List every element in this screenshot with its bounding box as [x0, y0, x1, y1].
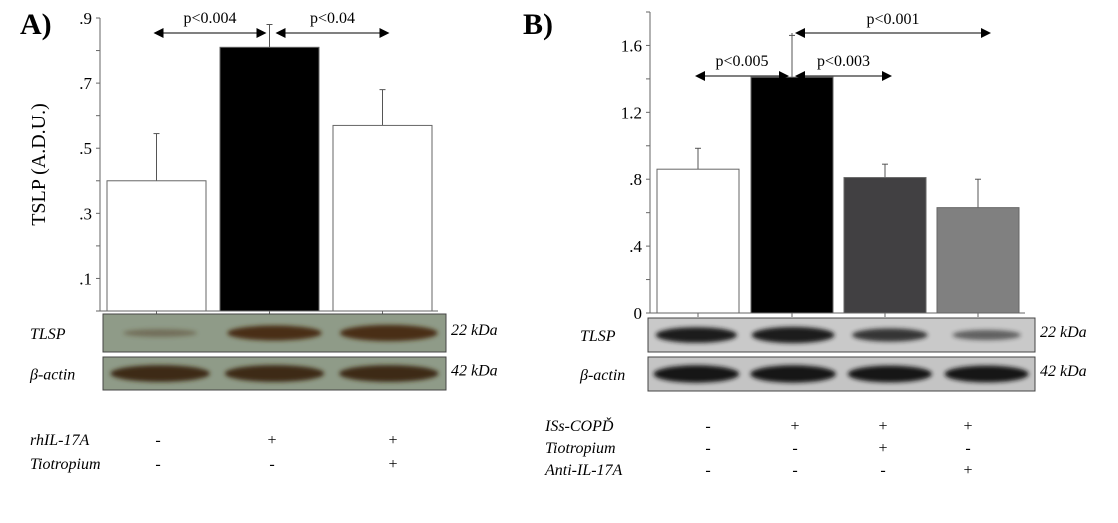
tslp-blot	[647, 317, 1036, 353]
treatment-plus: +	[267, 432, 276, 449]
p-value-label: p<0.003	[817, 53, 870, 70]
treatment-minus: -	[792, 462, 797, 479]
y-tick-label: 0	[634, 304, 643, 323]
blot-band	[339, 324, 438, 342]
treatment-plus: +	[388, 432, 397, 449]
blot-band	[751, 326, 835, 344]
treatment-minus: -	[880, 462, 885, 479]
treatment-plus: +	[963, 462, 972, 479]
treatment-minus: -	[965, 440, 970, 457]
panel-b: B) 0 .4 .8 1.2 1.6 p<0.005 p<0.003 p<0.001 TLSP 22…	[523, 8, 1087, 479]
panel-label: B)	[523, 8, 553, 41]
y-tick-label: .8	[629, 170, 642, 189]
blot-band	[227, 325, 322, 341]
panel-a: A) TSLP (A.D.U.) .1 .3 .5 .7 .9 p<0.004 p<0.04 TL…	[20, 8, 498, 473]
blot-band	[224, 365, 325, 382]
treatment-label: ISs-COPĎ	[544, 416, 614, 435]
blot-band	[847, 365, 932, 383]
treatment-plus: +	[388, 456, 397, 473]
y-tick-label: .5	[79, 139, 92, 158]
y-tick-label: 1.2	[621, 103, 642, 122]
bar	[219, 46, 320, 312]
treatment-minus: -	[155, 432, 160, 449]
treatment-minus: -	[792, 440, 797, 457]
tslp-blot	[102, 313, 447, 353]
y-tick-label: 1.6	[621, 36, 642, 55]
blot-band	[655, 327, 738, 343]
blot-band	[123, 329, 198, 337]
blot-band	[110, 365, 210, 382]
molecular-weight-label: 42 kDa	[1040, 363, 1087, 380]
molecular-weight-label: 22 kDa	[1040, 324, 1087, 341]
bar	[936, 207, 1020, 314]
bar	[106, 180, 207, 312]
bar	[332, 124, 433, 312]
treatment-label: Tiotropium	[30, 456, 101, 473]
y-tick-label: .1	[79, 269, 92, 288]
blot-label: β-actin	[29, 367, 75, 384]
blot-band	[339, 365, 439, 382]
p-value-label: p<0.004	[183, 10, 236, 27]
blot-band	[852, 328, 928, 342]
treatment-plus: +	[963, 418, 972, 435]
molecular-weight-label: 42 kDa	[451, 363, 498, 380]
y-axis-label: TSLP (A.D.U.)	[28, 103, 50, 226]
bar	[843, 177, 927, 314]
p-value-label: p<0.001	[866, 11, 919, 28]
y-tick-label: .4	[629, 237, 642, 256]
treatment-minus: -	[155, 456, 160, 473]
beta-actin-blot	[647, 356, 1036, 392]
panel-label: A)	[20, 8, 52, 41]
blot-band	[952, 329, 1021, 341]
blot-band	[944, 365, 1029, 383]
blot-label: TLSP	[580, 328, 616, 345]
treatment-minus: -	[705, 462, 710, 479]
bar	[750, 76, 834, 314]
treatment-minus: -	[705, 418, 710, 435]
blot-label: TLSP	[30, 326, 66, 343]
treatment-minus: -	[705, 440, 710, 457]
p-value-label: p<0.04	[310, 10, 355, 27]
treatment-plus: +	[878, 418, 887, 435]
p-value-label: p<0.005	[715, 53, 768, 70]
y-tick-label: .3	[79, 204, 92, 223]
treatment-label: rhIL-17A	[30, 432, 89, 449]
y-tick-label: .7	[79, 74, 92, 93]
treatment-label: Anti-IL-17A	[544, 462, 623, 479]
treatment-label: Tiotropium	[545, 440, 616, 457]
treatment-minus: -	[269, 456, 274, 473]
treatment-plus: +	[878, 440, 887, 457]
blot-band	[750, 365, 836, 383]
beta-actin-blot	[102, 356, 447, 391]
y-tick-label: .9	[79, 9, 92, 28]
blot-label: β-actin	[579, 367, 625, 384]
molecular-weight-label: 22 kDa	[451, 322, 498, 339]
blot-band	[653, 365, 740, 383]
treatment-plus: +	[790, 418, 799, 435]
bar	[656, 168, 740, 314]
